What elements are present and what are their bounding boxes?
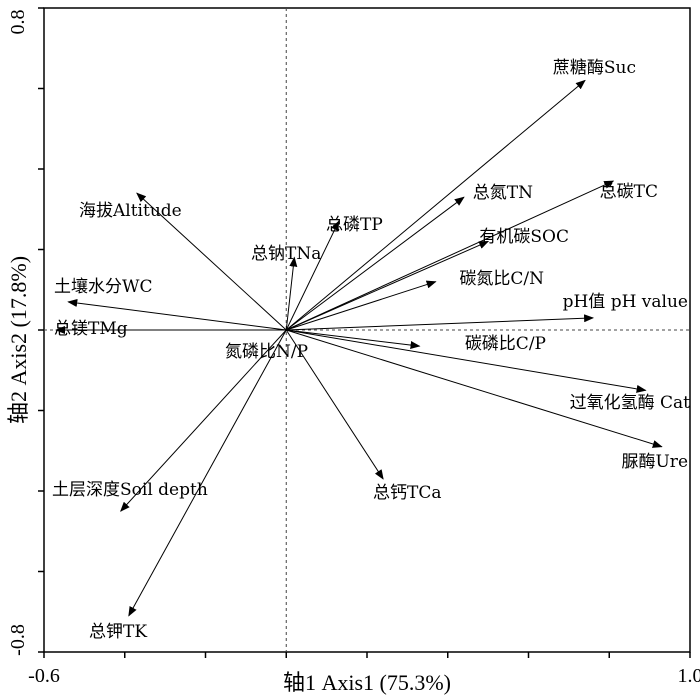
- vector-arrow: [285, 196, 465, 331]
- vector-arrow: [285, 256, 298, 331]
- vector-label: 蔗糖酶Suc: [553, 58, 636, 78]
- vector-arrow: [286, 329, 421, 349]
- vector-label: 总钙TCa: [373, 483, 441, 503]
- vector-arrow: [286, 329, 663, 448]
- vector-arrow: [286, 240, 490, 331]
- vector-label: 碳磷比C/P: [465, 334, 546, 354]
- vector-arrow: [285, 220, 340, 331]
- vector-label: 总碳TC: [600, 182, 658, 202]
- vector-label: pH值 pH value: [563, 292, 688, 312]
- vector-label: 脲酶Ure: [621, 452, 688, 472]
- vector-arrow: [285, 329, 384, 480]
- vector-label: 氮磷比N/P: [225, 342, 308, 362]
- y-tick-label: 0.8: [7, 10, 29, 35]
- x-tick-label: 1.0: [678, 665, 700, 687]
- vector-arrow: [286, 280, 437, 331]
- vector-label: 总镁TMg: [54, 319, 128, 339]
- y-tick-label: -0.8: [7, 624, 29, 656]
- vector-label: 总氮TN: [473, 183, 533, 203]
- vector-label: 土壤水分WC: [54, 276, 152, 297]
- vector-arrow: [286, 329, 647, 393]
- vector-label: 碳氮比C/N: [459, 269, 544, 289]
- vector-label: 总钠TNa: [251, 244, 321, 264]
- vector-label: 海拔Altitude: [79, 201, 182, 221]
- vector-label: 土层深度Soil depth: [52, 480, 208, 500]
- vector-arrow: [286, 314, 595, 331]
- vector-arrow: [120, 329, 287, 512]
- vector-arrow: [136, 192, 287, 331]
- vector-arrow: [67, 299, 287, 331]
- x-tick-label: -0.6: [28, 665, 60, 687]
- vector-arrow: [128, 329, 287, 617]
- vector-label: 总钾TK: [89, 622, 147, 642]
- vector-arrow: [285, 79, 586, 331]
- x-axis-title: 轴1 Axis1 (75.3%): [283, 670, 451, 695]
- y-axis-title: 轴2 Axis2 (17.8%): [6, 256, 31, 424]
- vector-label: 总磷TP: [326, 215, 383, 235]
- vector-arrow: [286, 180, 615, 331]
- vector-label: 有机碳SOC: [479, 227, 569, 247]
- vector-label: 过氧化氢酶 Cat: [570, 393, 691, 413]
